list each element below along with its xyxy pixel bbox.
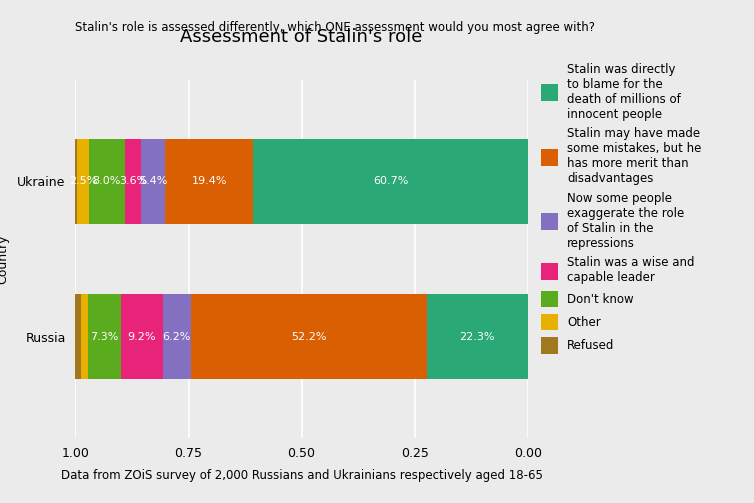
Text: 8.0%: 8.0% xyxy=(93,177,121,187)
Bar xyxy=(75,294,81,379)
Bar xyxy=(163,294,191,379)
Bar xyxy=(191,294,427,379)
Text: 9.2%: 9.2% xyxy=(127,331,156,342)
Y-axis label: Country: Country xyxy=(0,234,9,284)
Text: 7.3%: 7.3% xyxy=(90,331,119,342)
Text: 5.4%: 5.4% xyxy=(139,177,167,187)
Title: Assessment of Stalin's role: Assessment of Stalin's role xyxy=(180,28,423,46)
Text: 60.7%: 60.7% xyxy=(372,177,408,187)
Text: 52.2%: 52.2% xyxy=(291,331,326,342)
Bar xyxy=(427,294,528,379)
Bar xyxy=(75,139,77,224)
Bar xyxy=(253,139,528,224)
Text: 2.5%: 2.5% xyxy=(69,177,97,187)
Text: Stalin's role is assessed differently, which ONE assessment would you most agree: Stalin's role is assessed differently, w… xyxy=(75,21,596,34)
X-axis label: Data from ZOiS survey of 2,000 Russians and Ukrainians respectively aged 18-65: Data from ZOiS survey of 2,000 Russians … xyxy=(60,469,543,482)
Text: 22.3%: 22.3% xyxy=(460,331,495,342)
Text: 3.6%: 3.6% xyxy=(118,177,147,187)
Text: 6.2%: 6.2% xyxy=(163,331,191,342)
Text: 19.4%: 19.4% xyxy=(192,177,227,187)
Bar xyxy=(141,139,165,224)
Bar xyxy=(124,139,141,224)
Bar xyxy=(165,139,253,224)
Bar xyxy=(77,139,88,224)
Bar xyxy=(81,294,88,379)
Bar xyxy=(88,139,124,224)
Bar xyxy=(88,294,121,379)
Bar xyxy=(121,294,163,379)
Legend: Stalin was directly
to blame for the
death of millions of
innocent people, Stali: Stalin was directly to blame for the dea… xyxy=(541,63,702,354)
